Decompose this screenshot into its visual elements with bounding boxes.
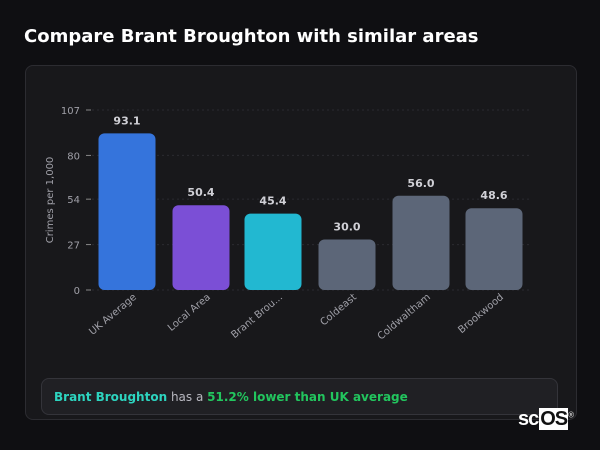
x-tick-label: Coldeast [318, 292, 359, 329]
summary-text: has a [167, 389, 208, 404]
y-axis-label: Crimes per 1,000 [45, 157, 56, 244]
y-tick-label: 54 [67, 195, 80, 206]
data-label: 30.0 [333, 221, 360, 234]
scos-logo: sc OS® [517, 408, 574, 431]
y-tick-label: 107 [61, 106, 80, 117]
y-tick-label: 0 [74, 286, 80, 297]
logo-text-b: OS [539, 408, 569, 430]
summary-area: Brant Broughton [54, 389, 168, 404]
bar-coldeast [318, 239, 376, 290]
bar-brookwood [465, 208, 523, 290]
bar-brant-brou- [244, 213, 302, 290]
x-tick-label: Brookwood [456, 292, 506, 336]
x-tick-label: Brant Brou... [229, 292, 285, 341]
data-label: 50.4 [187, 186, 214, 199]
x-tick-label: Coldwaltham [376, 292, 433, 342]
bar-local-area [172, 205, 230, 290]
summary-box: Brant Broughton has a 51.2% lower than U… [41, 378, 558, 415]
logo-text-a: sc [518, 408, 539, 430]
page-title: Compare Brant Broughton with similar are… [24, 26, 479, 47]
summary-comparison: 51.2% lower than UK average [207, 389, 408, 404]
bar-coldwaltham [392, 195, 450, 290]
x-tick-label: Local Area [166, 292, 213, 334]
data-label: 93.1 [113, 114, 140, 127]
bar-uk-average [98, 133, 156, 290]
data-label: 48.6 [480, 189, 507, 202]
data-label: 56.0 [407, 177, 434, 190]
x-tick-label: UK Average [87, 292, 139, 338]
logo-mark: ® [568, 410, 574, 420]
data-label: 45.4 [259, 195, 286, 208]
y-tick-label: 27 [67, 241, 80, 252]
y-tick-label: 80 [67, 151, 80, 162]
